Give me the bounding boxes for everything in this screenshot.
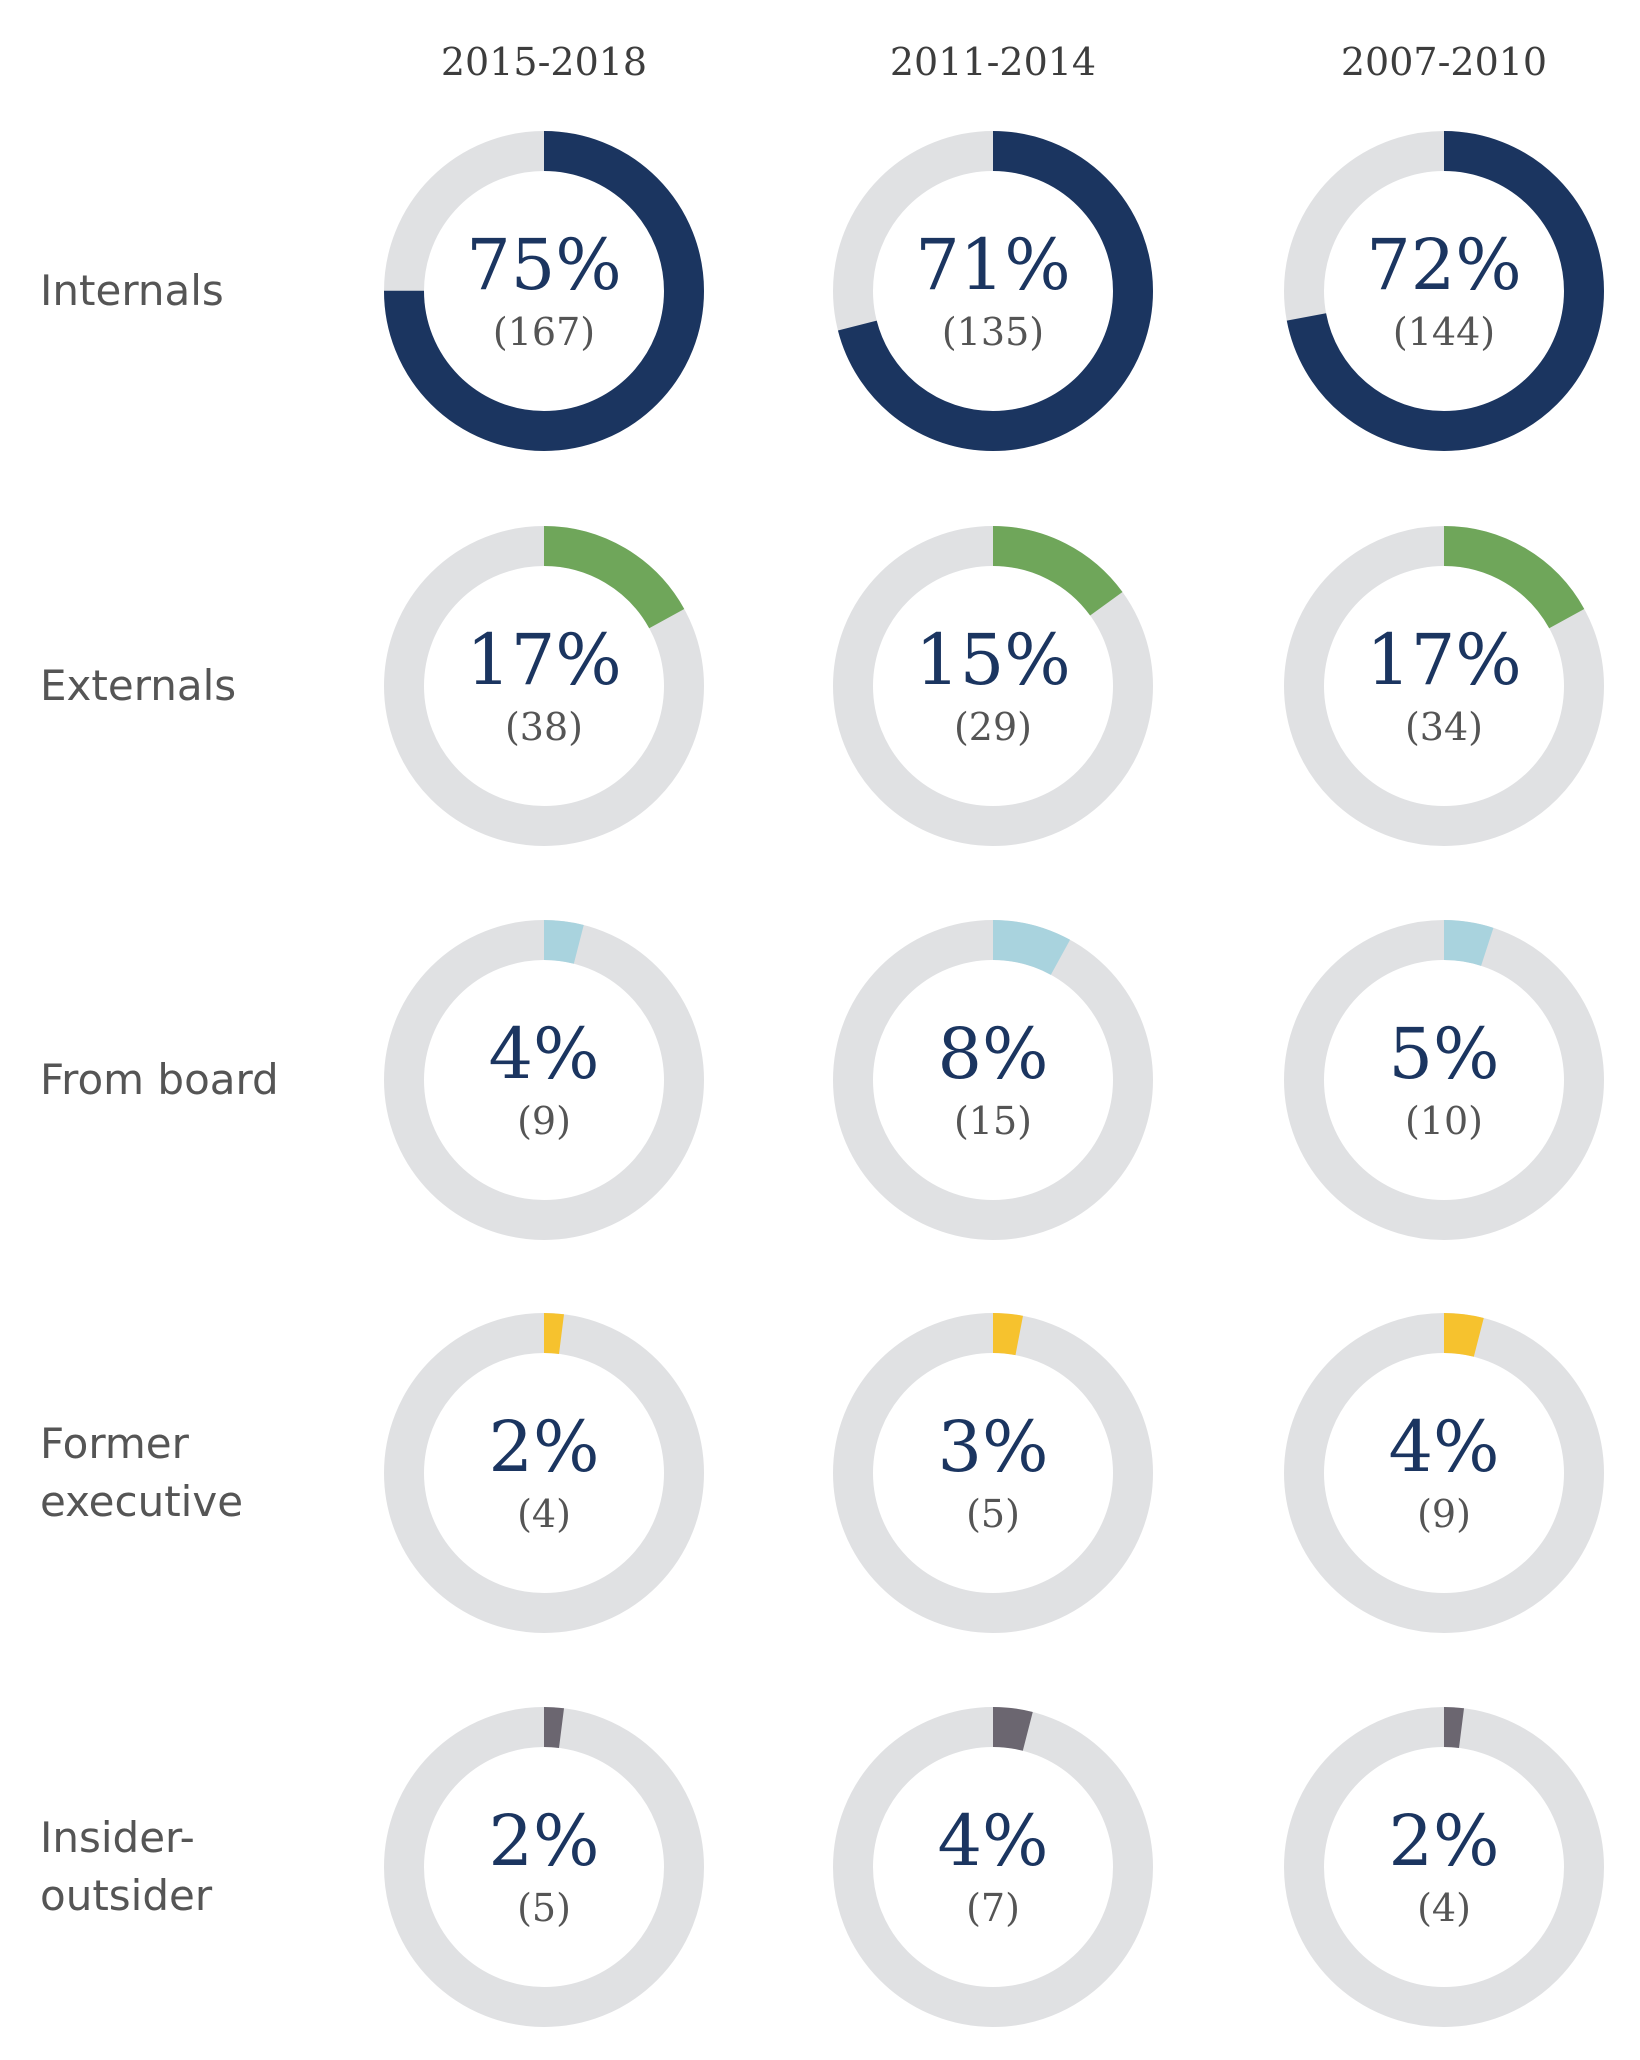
count-label: (15) <box>954 1099 1032 1143</box>
donut-arc <box>833 1313 1153 1633</box>
column-header: 2015-2018 <box>441 40 647 84</box>
percent-label: 2% <box>488 1800 599 1882</box>
donut-arc <box>833 131 1153 451</box>
donut: 5%(10) <box>1284 920 1604 1240</box>
donut-arc <box>1284 1707 1604 2027</box>
donut-arc <box>1284 920 1604 1240</box>
donut: 17%(34) <box>1284 526 1604 846</box>
donut: 2%(4) <box>1284 1707 1604 2027</box>
donut-arc <box>384 1707 704 2027</box>
percent-label: 72% <box>1366 224 1522 306</box>
percent-label: 2% <box>1388 1800 1499 1882</box>
donut: 4%(9) <box>384 920 704 1240</box>
donut: 75%(167) <box>384 131 704 451</box>
count-label: (4) <box>1417 1886 1471 1930</box>
donut: 8%(15) <box>833 920 1153 1240</box>
count-label: (4) <box>517 1492 571 1536</box>
donut-arc <box>833 920 1153 1240</box>
percent-label: 3% <box>937 1406 1048 1488</box>
column-header: 2007-2010 <box>1341 40 1547 84</box>
donut: 4%(9) <box>1284 1313 1604 1633</box>
percent-label: 2% <box>488 1406 599 1488</box>
count-label: (29) <box>954 705 1032 749</box>
row-label: executive <box>40 1477 243 1526</box>
percent-label: 15% <box>915 619 1071 701</box>
percent-label: 5% <box>1388 1013 1499 1095</box>
percent-label: 17% <box>1366 619 1522 701</box>
percent-label: 17% <box>466 619 622 701</box>
percent-label: 4% <box>937 1800 1048 1882</box>
row-label: Former <box>40 1419 190 1468</box>
donut: 3%(5) <box>833 1313 1153 1633</box>
donut: 71%(135) <box>833 131 1153 451</box>
count-label: (10) <box>1405 1099 1483 1143</box>
count-label: (135) <box>942 310 1044 354</box>
count-label: (9) <box>517 1099 571 1143</box>
row-label: Internals <box>40 266 224 315</box>
count-label: (38) <box>505 705 583 749</box>
donut-arc <box>833 526 1153 846</box>
donut-arc <box>1284 526 1604 846</box>
row-label: Externals <box>40 661 236 710</box>
donut: 2%(4) <box>384 1313 704 1633</box>
percent-label: 4% <box>488 1013 599 1095</box>
count-label: (7) <box>966 1886 1020 1930</box>
donut-arc <box>1284 131 1604 451</box>
count-label: (167) <box>493 310 595 354</box>
count-label: (34) <box>1405 705 1483 749</box>
donut: 4%(7) <box>833 1707 1153 2027</box>
count-label: (5) <box>966 1492 1020 1536</box>
donut-arc <box>1284 1313 1604 1633</box>
donut-arc <box>384 1313 704 1633</box>
donut: 72%(144) <box>1284 131 1604 451</box>
row-label: Insider- <box>40 1813 195 1862</box>
percent-label: 4% <box>1388 1406 1499 1488</box>
count-label: (144) <box>1393 310 1495 354</box>
donut-arc <box>384 920 704 1240</box>
donut-arc <box>833 1707 1153 2027</box>
percent-label: 75% <box>466 224 622 306</box>
percent-label: 71% <box>915 224 1071 306</box>
count-label: (5) <box>517 1886 571 1930</box>
donut-arc <box>384 131 704 451</box>
percent-label: 8% <box>937 1013 1048 1095</box>
count-label: (9) <box>1417 1492 1471 1536</box>
donut: 17%(38) <box>384 526 704 846</box>
donut-arc <box>384 526 704 846</box>
donut: 15%(29) <box>833 526 1153 846</box>
row-label: From board <box>40 1055 279 1104</box>
row-label: outsider <box>40 1871 213 1920</box>
column-header: 2011-2014 <box>890 40 1096 84</box>
donut: 2%(5) <box>384 1707 704 2027</box>
